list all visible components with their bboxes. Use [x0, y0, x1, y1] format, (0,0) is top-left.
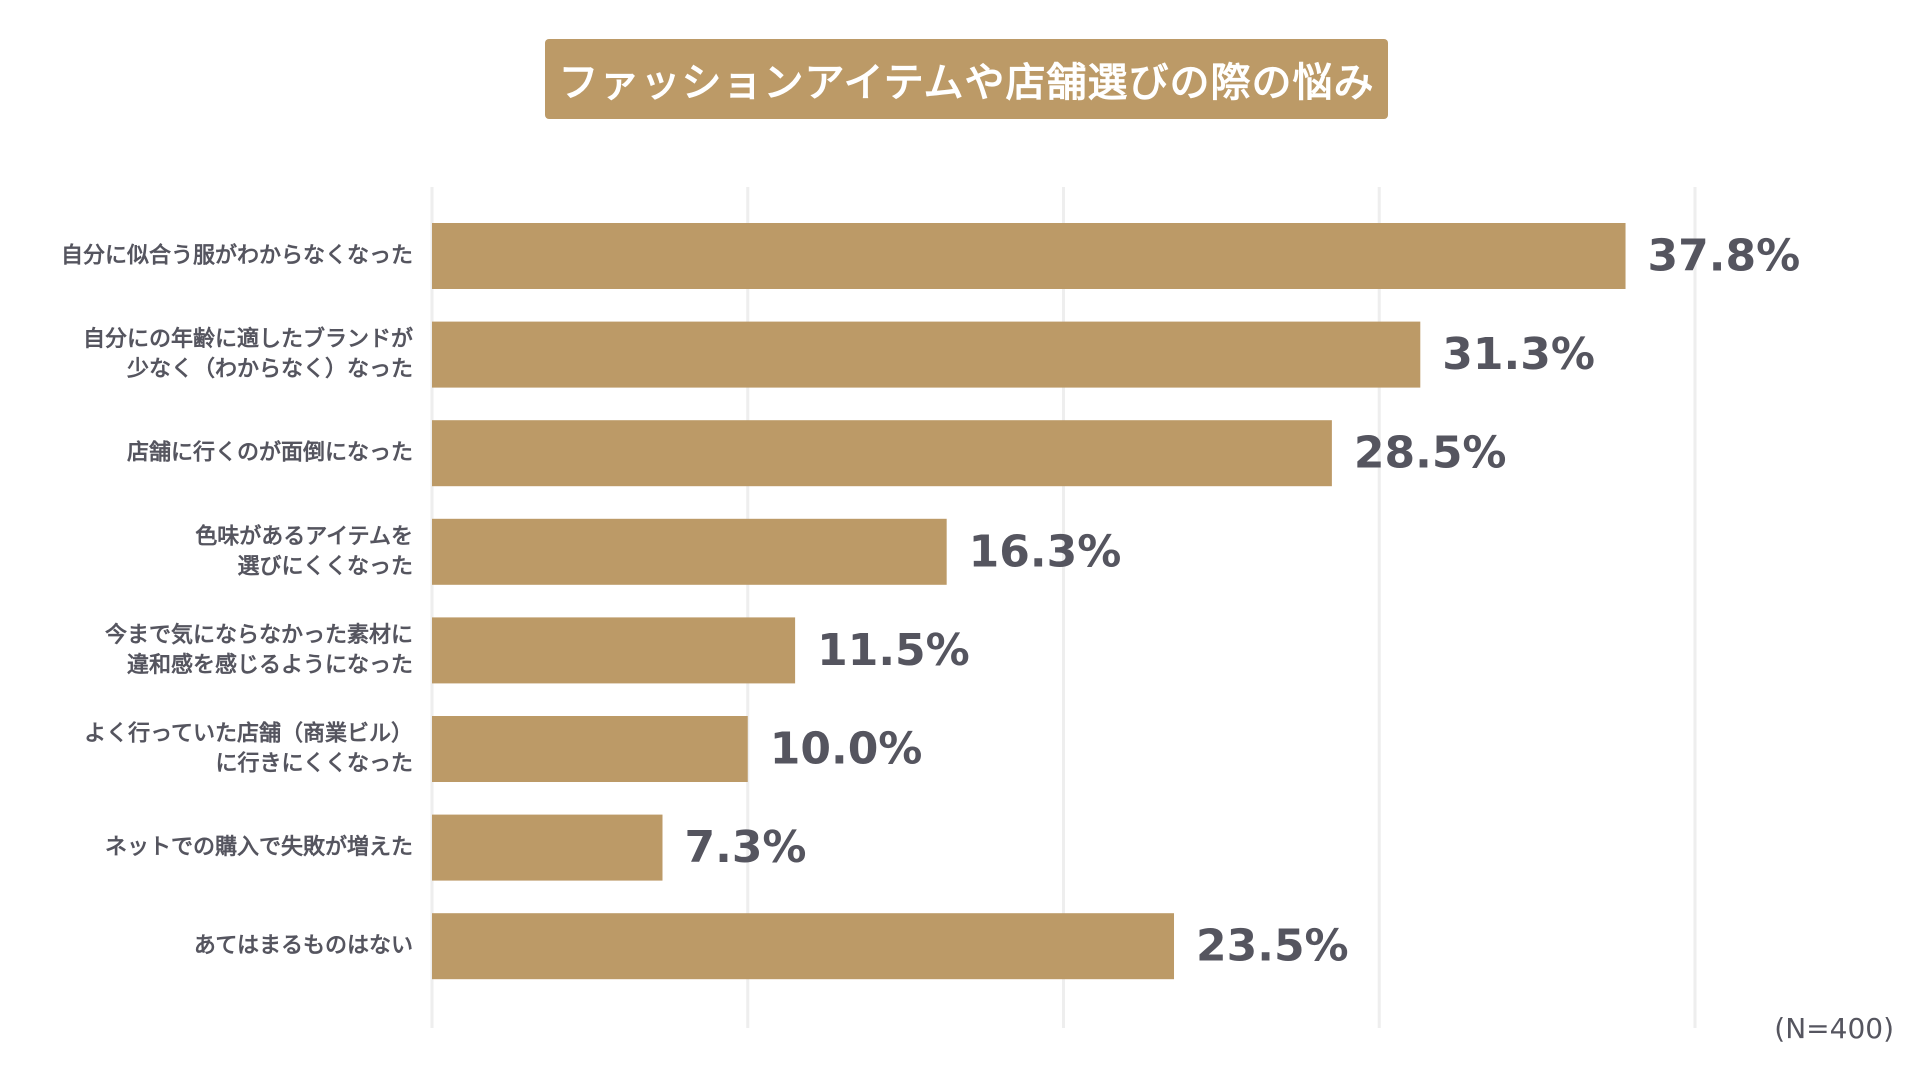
bar — [432, 814, 663, 881]
bar — [432, 223, 1626, 289]
bar — [432, 518, 947, 585]
category-label: 今まで気にならなかった素材に違和感を感じるようになった — [105, 622, 413, 678]
value-label: 37.8% — [1648, 231, 1801, 282]
bar — [432, 913, 1175, 980]
category-label-line: 少なく（わからなく）なった — [126, 357, 413, 382]
sample-size-note: (N=400) — [1774, 1012, 1894, 1045]
category-label: 自分に似合う服がわからなくなった — [61, 243, 413, 269]
bar — [432, 321, 1421, 388]
category-label-line: あてはまるものはない — [194, 934, 413, 959]
category-label-line: 選びにくくなった — [237, 554, 413, 579]
category-label: 店舗に行くのが面倒になった — [127, 440, 413, 466]
category-label: 色味があるアイテムを選びにくくなった — [195, 523, 413, 579]
bar — [432, 716, 748, 782]
category-label-line: よく行っていた店舗（商業ビル） — [84, 721, 413, 747]
category-label: 自分にの年齢に適したブランドが少なく（わからなく）なった — [83, 326, 413, 382]
value-label: 31.3% — [1442, 329, 1595, 380]
category-label-line: ネットでの購入で失敗が増えた — [105, 834, 413, 860]
category-label: あてはまるものはない — [194, 934, 413, 959]
value-label: 16.3% — [969, 526, 1122, 577]
category-label-line: 自分にの年齢に適したブランドが — [83, 326, 413, 352]
value-label: 11.5% — [817, 625, 970, 676]
value-label: 28.5% — [1354, 428, 1507, 479]
category-label-line: 色味があるアイテムを — [195, 523, 413, 549]
value-label: 10.0% — [770, 724, 923, 775]
category-label: ネットでの購入で失敗が増えた — [105, 834, 413, 860]
category-label-line: に行きにくくなった — [215, 751, 413, 777]
value-label: 23.5% — [1196, 921, 1349, 972]
bar — [432, 420, 1332, 487]
category-label: よく行っていた店舗（商業ビル） に行きにくくなった — [84, 721, 413, 777]
bar — [432, 617, 796, 684]
category-label-line: 店舗に行くのが面倒になった — [127, 440, 413, 466]
category-label-line: 自分に似合う服がわからなくなった — [61, 243, 413, 269]
category-label-line: 今まで気にならなかった素材に — [105, 622, 413, 648]
chart-title: ファッションアイテムや店舗選びの際の悩み — [545, 39, 1388, 119]
value-label: 7.3% — [684, 822, 806, 873]
category-label-line: 違和感を感じるようになった — [127, 652, 413, 678]
